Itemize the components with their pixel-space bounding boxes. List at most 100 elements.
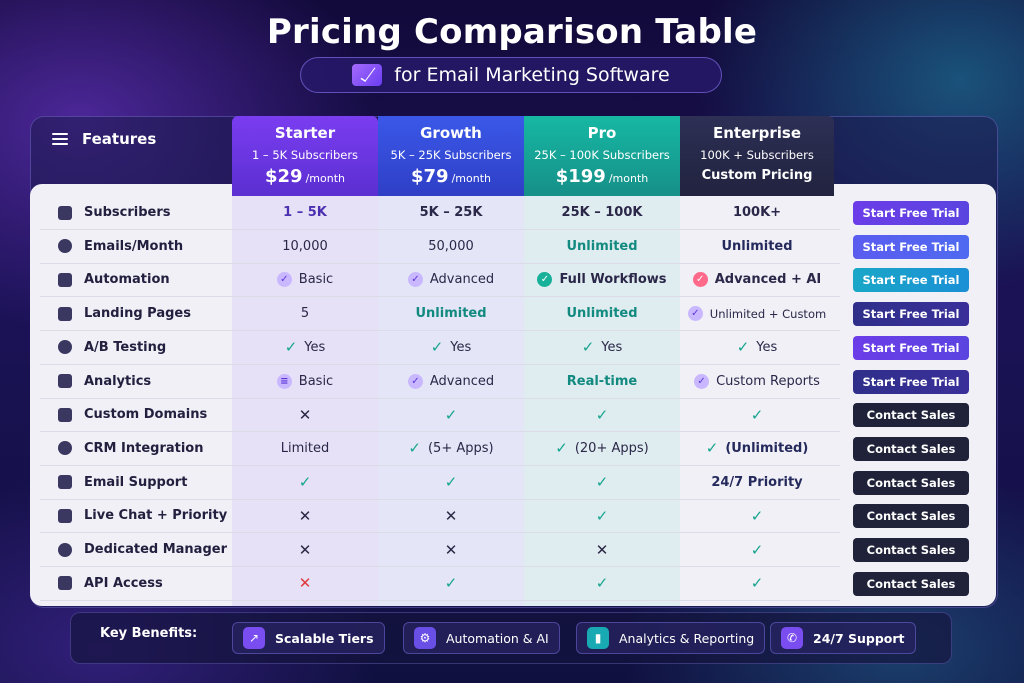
cross-icon: ✕ — [298, 506, 312, 525]
plan-value-text: Yes — [304, 339, 326, 355]
benefit-label: Analytics & Reporting — [619, 630, 755, 646]
feature-label: Live Chat + Priority — [84, 508, 228, 524]
check-icon: ✓ — [595, 574, 609, 593]
plan-value-cell: 100K+ — [680, 196, 834, 229]
check-icon: ✓ — [736, 338, 750, 357]
table-row: Automation ✓ Basic ✓ Advanced ✓ Full Workflows… — [40, 263, 840, 298]
plan-value-text: 5K – 25K — [419, 205, 483, 220]
check-badge-icon: ✓ — [407, 373, 423, 389]
pro-column-tint — [524, 196, 680, 606]
check-icon: ✓ — [595, 405, 609, 424]
start-free-trial-button[interactable]: Start Free Trial — [853, 268, 969, 293]
plan-value-cell: ✓ Basic — [232, 263, 378, 296]
benefit-automation-ai: ⚙ Automation & AI — [403, 622, 560, 654]
contact-sales-button[interactable]: Contact Sales — [853, 504, 969, 529]
plan-subscribers: 100K + Subscribers — [700, 148, 814, 162]
table-row: Dedicated Manager ✕ ✕ ✕ ✓ — [40, 533, 840, 567]
plan-value-cell: ✕ — [232, 398, 378, 431]
feature-cell: Emails/Month — [58, 230, 183, 263]
check-icon: ✓ — [408, 439, 421, 458]
contact-sales-button[interactable]: Contact Sales — [853, 538, 969, 562]
plan-value-cell: ✓ Yes — [232, 331, 378, 364]
plan-value-cell: Unlimited — [524, 230, 680, 263]
check-icon: ✓ — [705, 439, 719, 458]
user-icon — [58, 205, 72, 220]
list-badge-icon: ≡ — [276, 373, 292, 389]
check-icon: ✓ — [555, 439, 568, 458]
table-row: CRM Integration Limited ✓ (5+ Apps) ✓ (20+ Ap… — [40, 432, 840, 466]
table-row: Email Support ✓ ✓ ✓ 24/7 Priority — [40, 466, 840, 500]
start-free-trial-button[interactable]: Start Free Trial — [853, 302, 969, 327]
plan-name: Starter — [274, 124, 336, 142]
plan-value-cell: ✓ Custom Reports — [680, 365, 834, 398]
feature-label: Dedicated Manager — [84, 542, 227, 557]
plan-value-cell: Unlimited — [524, 297, 680, 330]
table-row: API Access ✕ ✓ ✓ ✓ — [40, 567, 840, 601]
feature-label: Emails/Month — [84, 238, 184, 254]
plan-value-cell: ✓ — [680, 398, 834, 431]
bar-chart-icon: ▮ — [587, 627, 609, 649]
table-row: Analytics ≡ Basic ✓ Advanced Real-time ✓ Custom… — [40, 365, 840, 399]
plan-value-cell: ✓ (5+ Apps) — [378, 432, 524, 465]
plan-value-cell: ✓ — [378, 567, 524, 600]
start-free-trial-button[interactable]: Start Free Trial — [853, 201, 969, 225]
plan-value-cell: 50,000 — [378, 230, 524, 263]
globe-icon — [58, 407, 72, 422]
plan-value-text: Yes — [601, 339, 623, 355]
benefit-scalable-tiers: ↗ Scalable Tiers — [232, 622, 385, 654]
feature-cell: API Access — [58, 567, 163, 600]
plan-value-text: 1 – 5K — [283, 205, 327, 220]
plan-value-text: (5+ Apps) — [427, 440, 494, 456]
start-free-trial-button[interactable]: Start Free Trial — [853, 335, 969, 360]
plan-value-text: Unlimited — [415, 306, 487, 322]
feature-label: CRM Integration — [84, 440, 204, 456]
subtitle-text: for Email Marketing Software — [394, 64, 670, 86]
benefit-label: Scalable Tiers — [275, 630, 374, 646]
contact-sales-button[interactable]: Contact Sales — [853, 470, 969, 495]
cross-icon: ✕ — [444, 506, 458, 525]
plan-value-cell: 5 — [232, 297, 378, 330]
plan-value-text: Full Workflows — [559, 272, 667, 288]
check-badge-icon: ✓ — [407, 272, 423, 288]
api-icon — [58, 576, 72, 591]
start-free-trial-button[interactable]: Start Free Trial — [853, 369, 969, 394]
subtitle-pill: for Email Marketing Software — [300, 57, 722, 93]
plan-value-cell: Limited — [232, 432, 378, 465]
table-row: Emails/Month 10,000 50,000 Unlimited Unlimit… — [40, 230, 840, 264]
plan-value-text: Unlimited — [721, 238, 793, 254]
plan-value-cell: ✕ — [378, 533, 524, 566]
plan-name: Pro — [587, 124, 617, 142]
feature-cell: Analytics — [58, 365, 151, 398]
table-row: Live Chat + Priority ✕ ✕ ✓ ✓ — [40, 499, 840, 534]
plan-value-text: Unlimited + Custom — [709, 306, 827, 321]
plan-value-text: Advanced — [429, 373, 495, 389]
check-badge-icon: ✓ — [694, 373, 710, 389]
contact-sales-button[interactable]: Contact Sales — [853, 571, 969, 596]
plan-value-cell: ✓ — [524, 499, 680, 532]
plan-value-cell: ✓ — [378, 398, 524, 431]
features-header: Features — [52, 130, 156, 148]
plan-value-text: 25K – 100K — [561, 205, 643, 220]
plan-value-cell: ✓ Yes — [524, 331, 680, 364]
plan-value-text: Basic — [298, 373, 334, 389]
plan-value-cell: ✓ — [232, 466, 378, 499]
start-free-trial-button[interactable]: Start Free Trial — [853, 234, 969, 259]
list-icon — [52, 133, 68, 145]
table-row: A/B Testing ✓ Yes ✓ Yes ✓ Yes ✓ Yes — [40, 331, 840, 365]
plan-subscribers: 25K – 100K Subscribers — [534, 148, 670, 162]
plan-subscribers: 1 – 5K Subscribers — [251, 148, 359, 162]
feature-label: API Access — [84, 575, 163, 591]
link-icon — [58, 441, 72, 456]
plan-value-cell: ✓ Advanced — [378, 365, 524, 398]
check-badge-icon: ✓ — [692, 272, 708, 288]
plan-price: $79/month — [411, 166, 491, 187]
growth-column-tint — [378, 196, 524, 606]
plan-value-text: 100K+ — [732, 205, 782, 220]
contact-sales-button[interactable]: Contact Sales — [853, 436, 969, 461]
plan-value-cell: ✓ — [524, 466, 680, 499]
key-benefits-label: Key Benefits: — [100, 626, 198, 641]
plan-value-cell: ✓ Yes — [680, 331, 834, 364]
contact-sales-button[interactable]: Contact Sales — [853, 403, 969, 428]
phone-icon — [58, 508, 72, 523]
check-icon: ✓ — [298, 473, 312, 492]
